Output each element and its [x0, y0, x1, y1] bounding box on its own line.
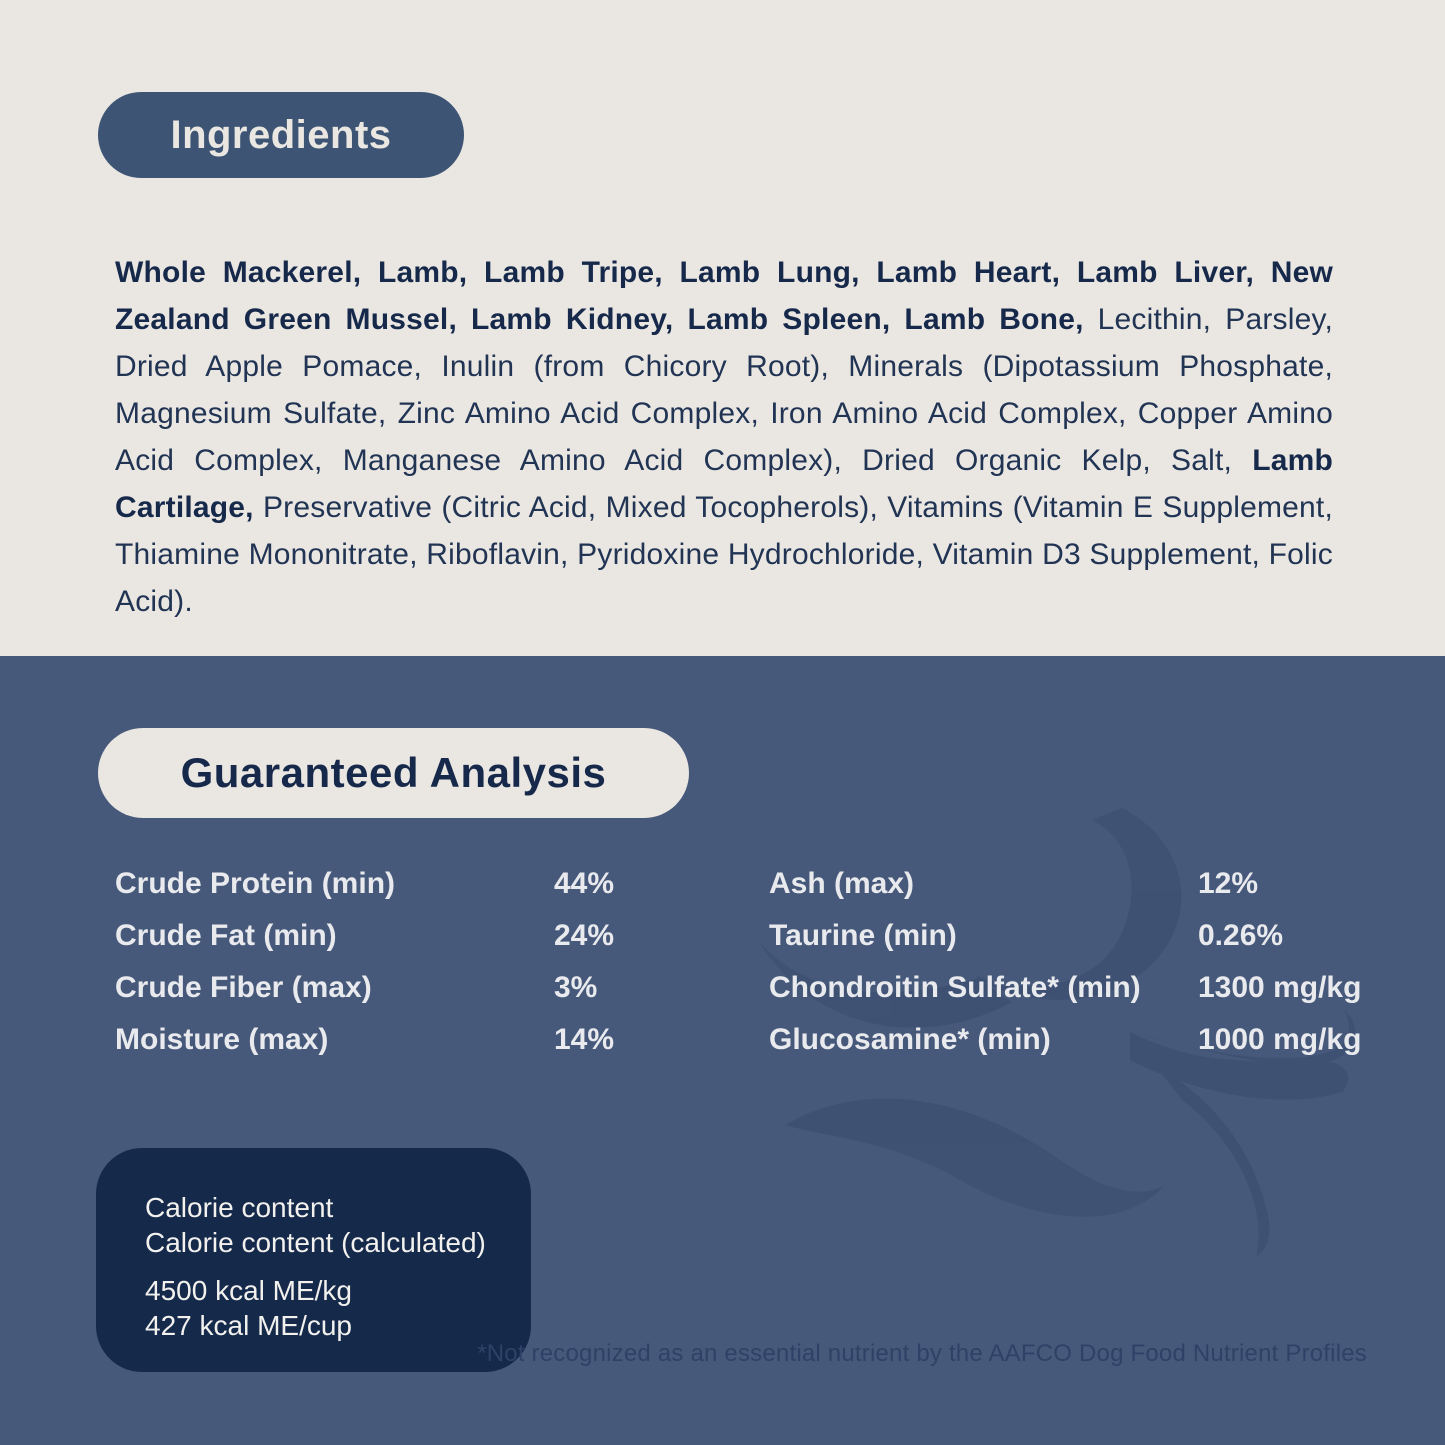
- aafco-footnote: *Not recognized as an essential nutrient…: [477, 1340, 1367, 1367]
- analysis-label: Moisture (max): [115, 1023, 329, 1056]
- analysis-value: 14%: [554, 1023, 615, 1056]
- ingredients-badge-label: Ingredients: [170, 112, 392, 157]
- analysis-row-moisture: Moisture (max) 14%: [115, 1014, 735, 1066]
- analysis-value: 1000 mg/kg: [1198, 1023, 1362, 1056]
- calorie-line-4: 427 kcal ME/cup: [145, 1310, 352, 1341]
- analysis-label: Taurine (min): [769, 919, 957, 952]
- analysis-row-crude-protein: Crude Protein (min) 44%: [115, 858, 735, 910]
- analysis-label: Chondroitin Sulfate* (min): [769, 971, 1141, 1004]
- ingredients-segment-bold: Lamb Cartilage,: [115, 444, 1333, 524]
- analysis-row-crude-fiber: Crude Fiber (max) 3%: [115, 962, 735, 1014]
- analysis-column-left: Crude Protein (min) 44% Crude Fat (min) …: [115, 858, 735, 1066]
- analysis-label: Crude Fat (min): [115, 919, 337, 952]
- analysis-label: Glucosamine* (min): [769, 1023, 1051, 1056]
- analysis-value: 12%: [1198, 867, 1259, 900]
- ingredients-segment-bold: Whole Mackerel, Lamb, Lamb Tripe, Lamb L…: [115, 256, 1333, 336]
- calorie-line-2: Calorie content (calculated): [145, 1227, 486, 1258]
- analysis-row-crude-fat: Crude Fat (min) 24%: [115, 910, 735, 962]
- ingredients-badge: Ingredients: [98, 92, 464, 178]
- analysis-column-right: Ash (max) 12% Taurine (min) 0.26% Chondr…: [769, 858, 1409, 1066]
- guaranteed-analysis-badge-label: Guaranteed Analysis: [180, 749, 607, 796]
- analysis-row-ash: Ash (max) 12%: [769, 858, 1409, 910]
- ingredients-segment: Lecithin, Parsley, Dried Apple Pomace, I…: [115, 303, 1333, 477]
- analysis-row-glucosamine: Glucosamine* (min) 1000 mg/kg: [769, 1014, 1409, 1066]
- analysis-label: Crude Protein (min): [115, 867, 396, 900]
- analysis-value: 1300 mg/kg: [1198, 971, 1362, 1004]
- analysis-value: 3%: [554, 971, 598, 1004]
- calorie-line-3: 4500 kcal ME/kg: [145, 1275, 352, 1306]
- analysis-value: 24%: [554, 919, 615, 952]
- analysis-label: Ash (max): [769, 867, 915, 900]
- analysis-label: Crude Fiber (max): [115, 971, 372, 1004]
- guaranteed-analysis-badge: Guaranteed Analysis: [98, 728, 689, 818]
- analysis-value: 44%: [554, 867, 615, 900]
- calorie-line-1: Calorie content: [145, 1192, 334, 1223]
- ingredients-segment: Preservative (Citric Acid, Mixed Tocophe…: [115, 491, 1333, 618]
- calorie-gap: [145, 1260, 511, 1273]
- analysis-row-chondroitin: Chondroitin Sulfate* (min) 1300 mg/kg: [769, 962, 1409, 1014]
- calorie-content-box: Calorie content Calorie content (calcula…: [96, 1148, 531, 1372]
- ingredients-paragraph: Whole Mackerel, Lamb, Lamb Tripe, Lamb L…: [115, 249, 1333, 625]
- analysis-row-taurine: Taurine (min) 0.26%: [769, 910, 1409, 962]
- analysis-value: 0.26%: [1198, 919, 1284, 952]
